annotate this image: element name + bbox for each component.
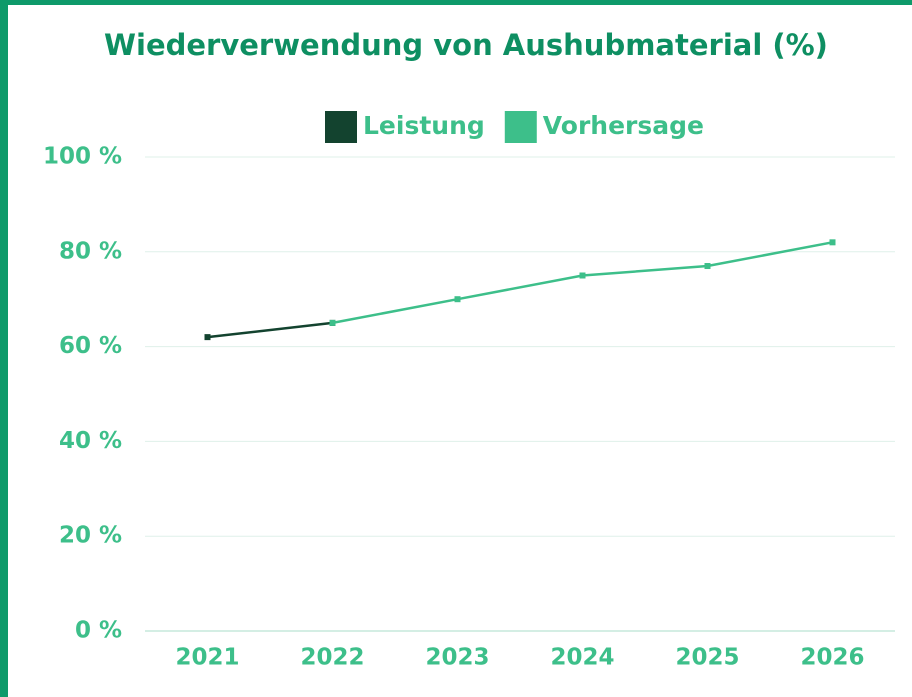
y-tick-label: 60 % [59,333,122,359]
x-tick-label: 2021 [175,645,239,671]
background [8,5,912,697]
y-tick-label: 20 % [59,523,122,549]
chart-title: Wiederverwendung von Aushubmaterial (%) [104,28,828,62]
point [704,263,711,270]
x-tick-label: 2025 [675,645,739,671]
legend-label: Leistung [363,111,485,140]
legend-label: Vorhersage [543,111,704,140]
x-tick-label: 2024 [550,645,614,671]
point [829,239,836,246]
point [579,272,586,279]
y-tick-label: 80 % [59,238,122,264]
x-tick-label: 2026 [800,645,864,671]
point [454,296,461,303]
legend-swatch [504,111,537,143]
series-line [207,321,333,339]
x-tick-label: 2022 [300,645,364,671]
legend-swatch [325,111,357,143]
y-tick-label: 100 % [43,144,122,170]
y-tick-label: 40 % [59,428,122,454]
point [329,319,336,326]
x-tick-label: 2023 [425,645,489,671]
point [204,334,211,341]
y-tick-label: 0 % [75,618,122,644]
